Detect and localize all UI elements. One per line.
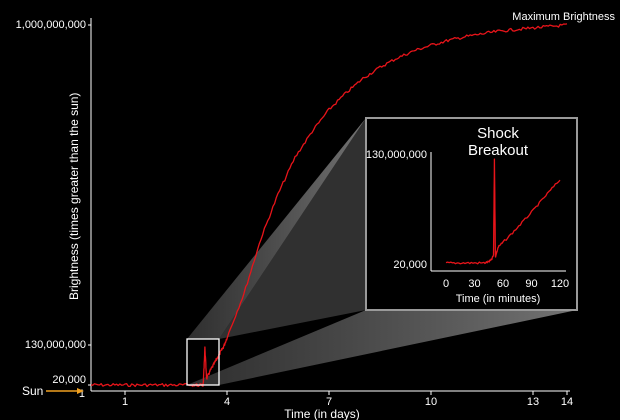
inset-x-tick-label: 0 <box>443 278 449 290</box>
main-y-tick-label-20k: 20,000 <box>52 374 86 386</box>
main-y-ticks <box>88 24 91 386</box>
zoom-beam-mid <box>219 118 366 339</box>
inset-series-line <box>445 158 561 265</box>
inset-x-tick-label: 60 <box>497 278 509 290</box>
main-x-tick-label: 7 <box>326 396 332 408</box>
inset-x-tick-label: 90 <box>525 278 537 290</box>
inset-x-axis-label: Time (in minutes) <box>456 293 541 305</box>
inset-title-line1: Shock <box>477 125 519 142</box>
main-x-tick-label: 14 <box>561 396 573 408</box>
inset-x-ticks: 0 30 60 90 120 <box>443 278 569 290</box>
main-y-tick-label-1b: 1,000,000,000 <box>16 19 86 31</box>
inset-frame <box>365 117 578 311</box>
zoom-beam-top <box>187 118 366 339</box>
main-x-tick-label: 1 <box>122 396 128 408</box>
main-axes <box>90 18 570 392</box>
main-x-axis-label: Time (in days) <box>284 407 360 420</box>
zoom-beam-bottom <box>187 310 577 385</box>
sun-arrow-icon <box>46 388 84 394</box>
main-x-tick-label: 10 <box>425 396 437 408</box>
inset-y-tick-label-130m: 130,000,000 <box>366 149 427 161</box>
inset-title-line2: Breakout <box>468 142 529 159</box>
main-x-origin-label: 1 <box>79 388 85 400</box>
main-y-tick-label-130m: 130,000,000 <box>25 339 86 351</box>
inset-x-tick-label: 30 <box>468 278 480 290</box>
main-x-tick-label: 13 <box>527 396 539 408</box>
inset-x-tick-label: 120 <box>551 278 569 290</box>
main-x-ticks: 1 4 7 10 13 14 <box>122 391 573 408</box>
inset-y-tick-label-20k: 20,000 <box>393 259 427 271</box>
zoom-box <box>186 338 220 386</box>
main-x-tick-label: 4 <box>224 396 230 408</box>
max-brightness-annotation: Maximum Brightness <box>512 11 615 23</box>
main-y-axis-label: Brightness (times greater than the sun) <box>67 93 81 300</box>
inset-panel: 0 30 60 90 120 130,000,000 20,000 Time (in m… <box>365 117 578 311</box>
sun-label: Sun <box>22 384 43 398</box>
